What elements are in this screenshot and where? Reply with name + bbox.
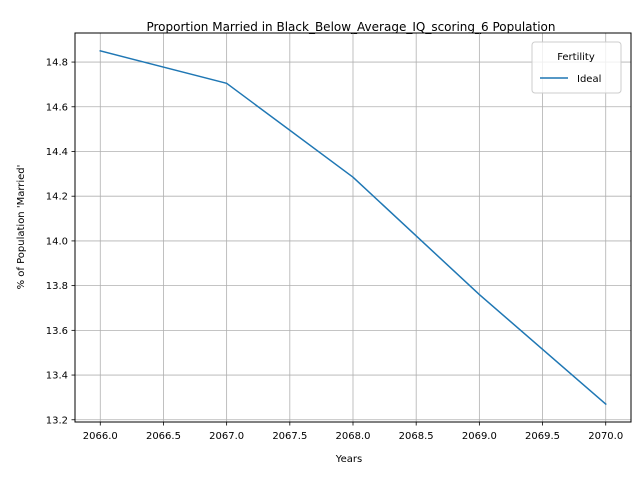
x-tick-label: 2070.0 — [588, 431, 623, 442]
y-axis-title: % of Population 'Married' — [16, 165, 27, 290]
series-line-ideal — [99, 49, 607, 406]
y-tick-label: 13.6 — [46, 326, 68, 337]
y-tick-label: 14.8 — [46, 58, 68, 69]
legend-title: Fertility — [557, 52, 595, 63]
y-tick-label: 14.6 — [46, 102, 68, 113]
series-layer — [99, 49, 607, 406]
x-tick-label: 2069.0 — [462, 431, 497, 442]
grid-lines — [75, 33, 631, 422]
y-tick-label: 14.2 — [46, 192, 68, 203]
x-axis: 2066.0 2066.5 2067.0 2067.5 2068.0 2068.5 2069… — [83, 422, 623, 442]
x-tick-label: 2066.5 — [146, 431, 181, 442]
y-tick-label: 14.0 — [46, 236, 68, 247]
x-tick-label: 2066.0 — [83, 431, 118, 442]
x-tick-label: 2069.5 — [525, 431, 560, 442]
x-tick-label: 2068.5 — [399, 431, 434, 442]
y-tick-label: 13.4 — [46, 371, 68, 382]
x-tick-label: 2067.0 — [209, 431, 244, 442]
x-axis-title: Years — [335, 454, 362, 465]
legend-label: Ideal — [577, 74, 601, 85]
y-tick-label: 14.4 — [46, 147, 68, 158]
y-axis: 13.2 13.4 13.6 13.8 14.0 14.2 14.4 14.6 14.8 — [46, 58, 75, 426]
x-tick-label: 2068.0 — [336, 431, 371, 442]
y-tick-label: 13.8 — [46, 281, 68, 292]
legend: Fertility Ideal — [531, 41, 622, 94]
x-tick-label: 2067.5 — [272, 431, 307, 442]
y-tick-label: 13.2 — [46, 415, 68, 426]
chart-title: Proportion Married in Black_Below_Averag… — [146, 20, 555, 34]
legend-box — [531, 41, 622, 94]
